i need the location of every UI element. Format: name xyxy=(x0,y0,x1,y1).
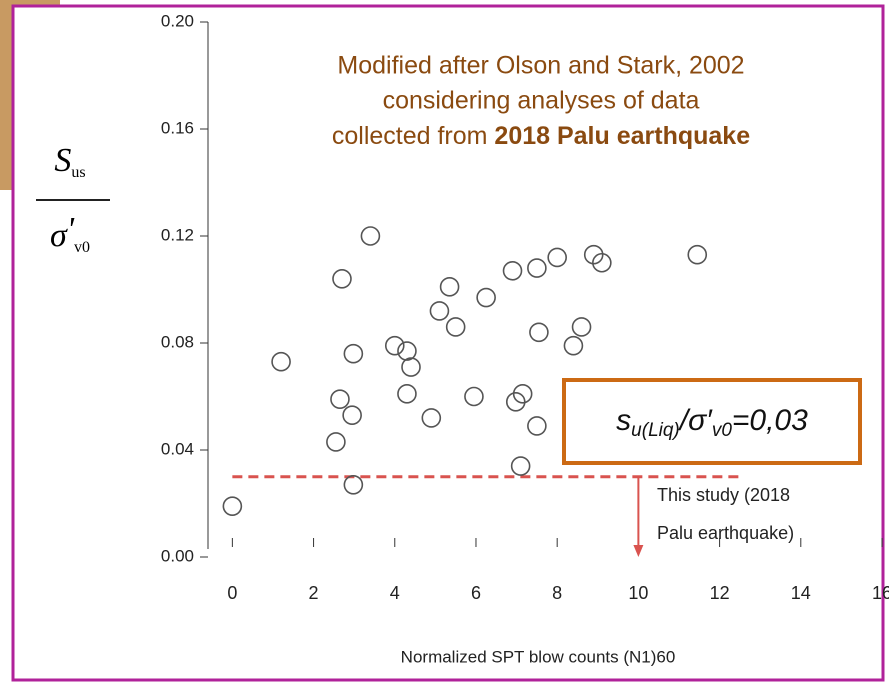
title-bold: 2018 Palu earthquake xyxy=(494,122,750,150)
data-point xyxy=(326,432,346,452)
title-plain: collected from xyxy=(332,122,495,150)
data-point xyxy=(445,317,466,337)
x-tick-label: 2 xyxy=(309,583,319,603)
box-mid: /σ′ xyxy=(678,404,713,437)
y-tick-label: 0.04 xyxy=(161,439,194,458)
data-point xyxy=(342,405,362,426)
data-point xyxy=(529,322,549,343)
data-point xyxy=(421,408,442,428)
annotation-box xyxy=(562,378,862,465)
x-tick-label: 8 xyxy=(552,583,562,603)
x-tick-label: 12 xyxy=(710,583,730,603)
y-label-sub: v0 xyxy=(74,239,90,256)
y-label-sub: us xyxy=(71,164,85,181)
y-tick-label: 0.08 xyxy=(161,332,194,351)
y-tick-label: 0.20 xyxy=(161,11,194,30)
data-point xyxy=(512,384,533,404)
x-tick-label: 10 xyxy=(628,583,648,603)
box-s: s xyxy=(616,404,631,437)
data-point xyxy=(563,335,584,356)
x-axis-label: Normalized SPT blow counts (N1)60 xyxy=(401,647,676,666)
data-point xyxy=(222,496,243,516)
x-tick-label: 4 xyxy=(390,583,400,603)
data-point xyxy=(384,335,405,356)
x-tick-label: 14 xyxy=(791,583,811,603)
y-tick-label: 0.16 xyxy=(161,118,194,137)
data-point xyxy=(592,252,612,273)
data-point xyxy=(330,389,350,409)
data-point xyxy=(343,343,364,364)
data-point xyxy=(502,260,523,281)
y-label-s: S xyxy=(54,142,71,179)
data-point xyxy=(397,341,417,361)
data-point xyxy=(360,226,381,246)
data-point xyxy=(429,301,450,321)
study-label: This study (2018 xyxy=(657,485,790,505)
data-point xyxy=(343,474,364,495)
y-tick-label: 0.00 xyxy=(161,546,194,565)
box-sub: v0 xyxy=(712,420,733,441)
y-tick-label: 0.12 xyxy=(161,225,194,244)
arrow-head xyxy=(633,545,644,557)
data-point xyxy=(401,357,421,377)
data-point xyxy=(571,317,592,337)
y-label-sigma: σ xyxy=(50,217,68,254)
data-point xyxy=(510,456,531,476)
data-point xyxy=(397,384,417,404)
title-line: considering analyses of data xyxy=(383,87,700,115)
data-point xyxy=(439,277,460,297)
box-sub: u(Liq) xyxy=(631,420,680,441)
y-label-prime: ' xyxy=(67,211,75,248)
box-end: =0,03 xyxy=(732,404,808,437)
data-point xyxy=(687,244,708,265)
title-line: Modified after Olson and Stark, 2002 xyxy=(337,52,744,80)
x-tick-label: 6 xyxy=(471,583,481,603)
x-tick-label: 0 xyxy=(227,583,237,603)
x-tick-label: 16 xyxy=(872,583,889,603)
data-point xyxy=(527,416,547,436)
data-point xyxy=(527,258,547,278)
data-point xyxy=(583,244,604,265)
data-point xyxy=(476,287,496,308)
title-line: collected from 2018 Palu earthquake xyxy=(332,122,750,150)
study-label: Palu earthquake) xyxy=(657,523,794,543)
data-point xyxy=(332,268,352,289)
box-label: su(Liq)/σ′v0=0,03 xyxy=(616,404,808,441)
frame xyxy=(11,4,885,682)
y-axis-label-bottom: σ'v0 xyxy=(50,211,90,256)
y-axis-label-top: Sus xyxy=(54,142,85,181)
data-point xyxy=(464,386,484,407)
data-point xyxy=(547,247,567,268)
data-point xyxy=(271,351,291,372)
